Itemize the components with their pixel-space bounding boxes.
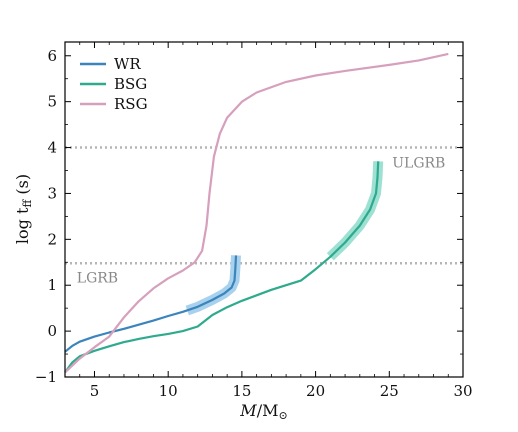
x-axis-label-sun: ⊙ <box>278 409 287 422</box>
y-tick-label-5: 5 <box>47 93 57 111</box>
y-axis-label-main: log t <box>13 207 32 244</box>
y-axis-label-unit: (s) <box>13 174 32 200</box>
x-tick-label-25: 25 <box>380 382 399 400</box>
series-line-bsg <box>64 161 380 374</box>
plot-content: LGRB ULGRB <box>64 52 463 374</box>
ticks-layer: 5 10 15 20 25 30 −1 0 1 2 3 4 5 6 <box>35 42 473 400</box>
legend-item-wr: WR <box>80 55 141 73</box>
annotation-lgrb: LGRB <box>77 270 118 286</box>
x-axis-label-var: M <box>239 401 257 420</box>
y-tick-label-6: 6 <box>47 47 57 65</box>
x-tick-label-20: 20 <box>306 382 325 400</box>
legend: WR BSG RSG <box>80 55 148 113</box>
x-axis-label: M/M⊙ <box>239 401 287 422</box>
y-tick-label-0: 0 <box>47 322 57 340</box>
x-tick-label-30: 30 <box>453 382 472 400</box>
y-tick-label-1: 1 <box>47 276 57 294</box>
x-tick-label-5: 5 <box>90 382 100 400</box>
legend-item-rsg: RSG <box>80 95 148 113</box>
x-tick-label-15: 15 <box>232 382 251 400</box>
legend-item-bsg: BSG <box>80 75 147 93</box>
legend-label-wr: WR <box>114 55 141 73</box>
y-tick-label-3: 3 <box>47 184 57 202</box>
y-tick-label--1: −1 <box>35 368 57 386</box>
y-axis-label: log tff (s) <box>13 174 34 244</box>
x-axis-label-unit: /M <box>257 401 279 420</box>
y-tick-label-4: 4 <box>47 139 57 157</box>
x-tick-label-10: 10 <box>159 382 178 400</box>
y-axis-label-sub: ff <box>21 199 34 208</box>
y-tick-label-2: 2 <box>47 230 57 248</box>
legend-label-rsg: RSG <box>114 95 148 113</box>
series-line-rsg <box>64 52 449 374</box>
legend-label-bsg: BSG <box>114 75 147 93</box>
plot-frame <box>64 41 464 378</box>
series-line-wr <box>64 255 238 353</box>
annotation-ulgrb: ULGRB <box>392 156 445 172</box>
